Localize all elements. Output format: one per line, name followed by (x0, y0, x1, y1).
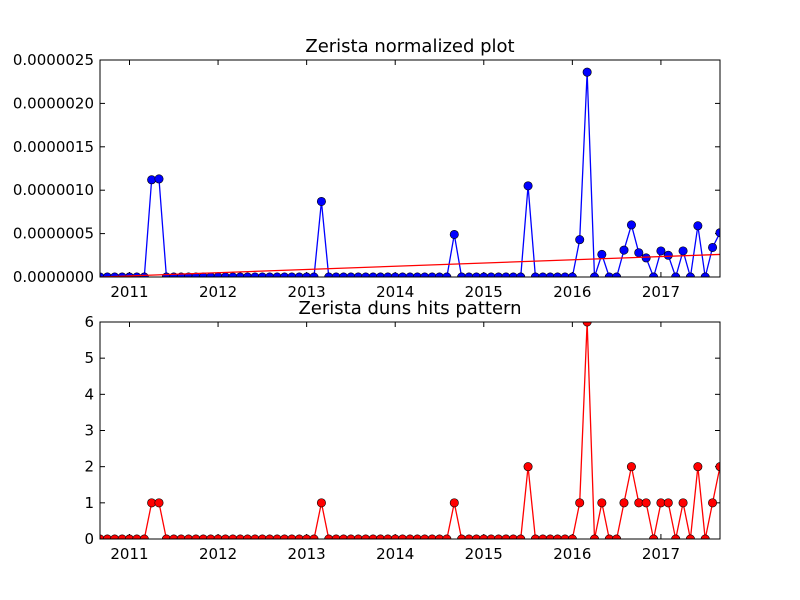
y-tick-label: 0.0000005 (13, 225, 94, 243)
y-tick-label: 0.0000020 (13, 94, 94, 112)
data-point (634, 248, 644, 258)
data-point (316, 196, 326, 206)
x-tick-label: 2015 (465, 283, 503, 301)
y-tick-label: 0.0000025 (13, 51, 94, 69)
x-tick-label: 2016 (553, 545, 591, 563)
data-point (619, 498, 629, 508)
data-point (708, 242, 718, 252)
plot-frame (99, 59, 721, 278)
data-point (626, 220, 636, 230)
y-tick-label: 2 (84, 458, 94, 476)
data-point (663, 250, 673, 260)
x-tick-label: 2014 (376, 545, 414, 563)
y-tick-label: 0.0000010 (13, 181, 94, 199)
x-tick-label: 2011 (110, 545, 148, 563)
y-tick-label: 1 (84, 494, 94, 512)
data-point (575, 235, 585, 245)
y-axis: 0 1 2 3 4 5 6 (84, 313, 720, 548)
data-point (693, 462, 703, 472)
y-axis: 0.0000000 0.0000005 0.0000010 0.0000015 0.00… (13, 51, 720, 286)
x-tick-label: 2013 (288, 545, 326, 563)
chart-title: Zerista duns hits pattern (298, 298, 521, 319)
x-tick-label: 2012 (199, 283, 237, 301)
data-point (641, 253, 651, 263)
plot-area (100, 322, 720, 539)
y-tick-label: 3 (84, 422, 94, 440)
data-point (678, 246, 688, 256)
plot-frame (99, 321, 721, 540)
data-point (656, 246, 666, 256)
x-tick-label: 2015 (465, 545, 503, 563)
x-tick-label: 2016 (553, 283, 591, 301)
data-point (708, 498, 718, 508)
x-tick-label: 2012 (199, 545, 237, 563)
y-tick-label: 0 (84, 530, 94, 548)
x-tick-label: 2017 (642, 545, 680, 563)
duns-hits-chart: Zerista duns hits pattern 2011 2012 2013 20… (84, 298, 721, 563)
plot-area (100, 67, 720, 277)
data-point (575, 498, 585, 508)
trend-line (100, 253, 720, 277)
data-point (449, 229, 459, 239)
x-tick-label: 2017 (642, 283, 680, 301)
x-tick-label: 2014 (376, 283, 414, 301)
x-axis: 2011 2012 2013 2014 2015 2016 2017 (110, 322, 680, 563)
y-tick-label: 6 (84, 313, 94, 331)
data-point (619, 245, 629, 255)
data-point (582, 322, 592, 327)
plot-series (100, 322, 720, 539)
data-point (316, 498, 326, 508)
x-tick-label: 2011 (110, 283, 148, 301)
data-point (641, 498, 651, 508)
data-point (597, 249, 607, 259)
normalized-plot-chart: Zerista normalized plot 2011 2012 2013 2014… (13, 36, 721, 301)
data-point (154, 498, 164, 508)
data-point (154, 174, 164, 184)
data-point (597, 498, 607, 508)
data-point (678, 498, 688, 508)
x-axis: 2011 2012 2013 2014 2015 2016 2017 (110, 60, 680, 301)
data-point (523, 462, 533, 472)
plot-series (100, 67, 720, 277)
data-point (449, 498, 459, 508)
y-tick-label: 4 (84, 385, 94, 403)
y-tick-label: 5 (84, 349, 94, 367)
data-point (663, 498, 673, 508)
data-point (693, 221, 703, 231)
data-point (523, 181, 533, 191)
y-tick-label: 0.0000000 (13, 268, 94, 286)
data-point (626, 462, 636, 472)
y-tick-label: 0.0000015 (13, 138, 94, 156)
chart-title: Zerista normalized plot (305, 36, 514, 57)
data-point (582, 67, 592, 77)
x-tick-label: 2013 (288, 283, 326, 301)
